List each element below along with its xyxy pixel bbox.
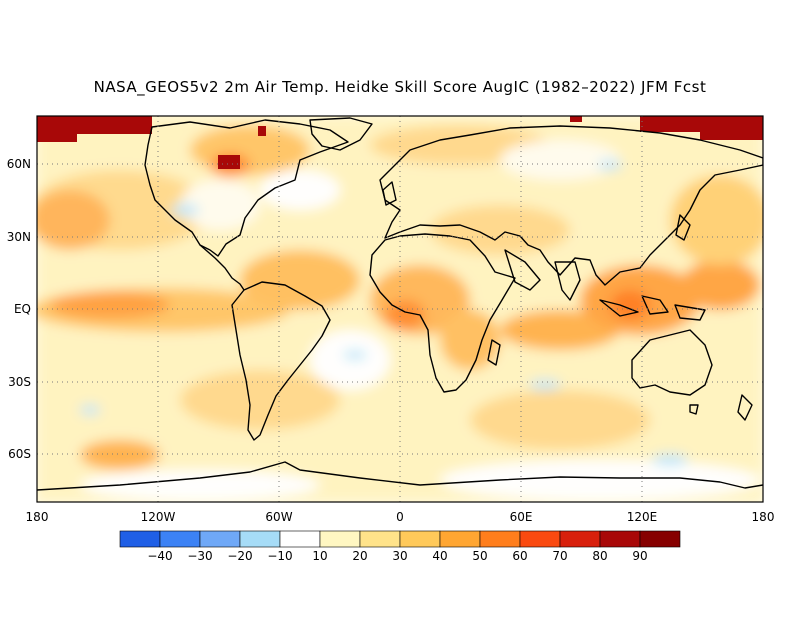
colorbar-swatch bbox=[519, 530, 561, 548]
graticule bbox=[37, 116, 763, 502]
lat-tick-eq: EQ bbox=[14, 302, 31, 316]
colorbar-swatch bbox=[319, 530, 361, 548]
coastlines bbox=[37, 117, 763, 491]
lon-tick-120e: 120E bbox=[627, 510, 658, 524]
colorbar-swatch bbox=[239, 530, 281, 548]
colorbar-swatch bbox=[599, 530, 641, 548]
colorbar-swatch bbox=[439, 530, 481, 548]
map-frame bbox=[36, 115, 764, 503]
colorbar-swatch bbox=[199, 530, 241, 548]
colorbar-label: 30 bbox=[392, 549, 407, 563]
colorbar-label: 40 bbox=[432, 549, 447, 563]
lat-tick-60n: 60N bbox=[7, 157, 31, 171]
colorbar-label: −40 bbox=[147, 549, 172, 563]
colorbar-label: 70 bbox=[552, 549, 567, 563]
lon-tick-180w: 180 bbox=[26, 510, 49, 524]
lon-tick-60w: 60W bbox=[265, 510, 292, 524]
colorbar-label: 60 bbox=[512, 549, 527, 563]
lon-axis: 180 120W 60W 0 60E 120E 180 bbox=[26, 510, 775, 524]
lon-tick-180e: 180 bbox=[752, 510, 775, 524]
colorbar-label: 90 bbox=[632, 549, 647, 563]
colorbar-label: −30 bbox=[187, 549, 212, 563]
colorbar-swatch bbox=[279, 530, 321, 548]
colorbar-swatch bbox=[359, 530, 401, 548]
colorbar-swatch bbox=[639, 530, 681, 548]
lat-axis: 60N 30N EQ 30S 60S bbox=[7, 157, 31, 461]
colorbar-swatch bbox=[119, 530, 161, 548]
colorbar-label: 20 bbox=[352, 549, 367, 563]
colorbar-label: −10 bbox=[267, 549, 292, 563]
colorbar-label: 10 bbox=[312, 549, 327, 563]
lat-tick-30s: 30S bbox=[8, 375, 31, 389]
colorbar-swatch bbox=[399, 530, 441, 548]
lon-tick-120w: 120W bbox=[141, 510, 176, 524]
colorbar: −40 −30 −20 −10 10 20 30 40 50 60 70 80 90 bbox=[119, 530, 681, 563]
lat-tick-30n: 30N bbox=[7, 230, 31, 244]
lat-tick-60s: 60S bbox=[8, 447, 31, 461]
colorbar-swatch bbox=[559, 530, 601, 548]
colorbar-label: −20 bbox=[227, 549, 252, 563]
map-title: NASA_GEOS5v2 2m Air Temp. Heidke Skill S… bbox=[93, 78, 707, 96]
lon-tick-0: 0 bbox=[396, 510, 404, 524]
colorbar-label: 80 bbox=[592, 549, 607, 563]
polar-high-skill bbox=[37, 116, 763, 169]
lon-tick-60e: 60E bbox=[510, 510, 533, 524]
colorbar-swatch bbox=[159, 530, 201, 548]
colorbar-label: 50 bbox=[472, 549, 487, 563]
colorbar-swatch bbox=[479, 530, 521, 548]
